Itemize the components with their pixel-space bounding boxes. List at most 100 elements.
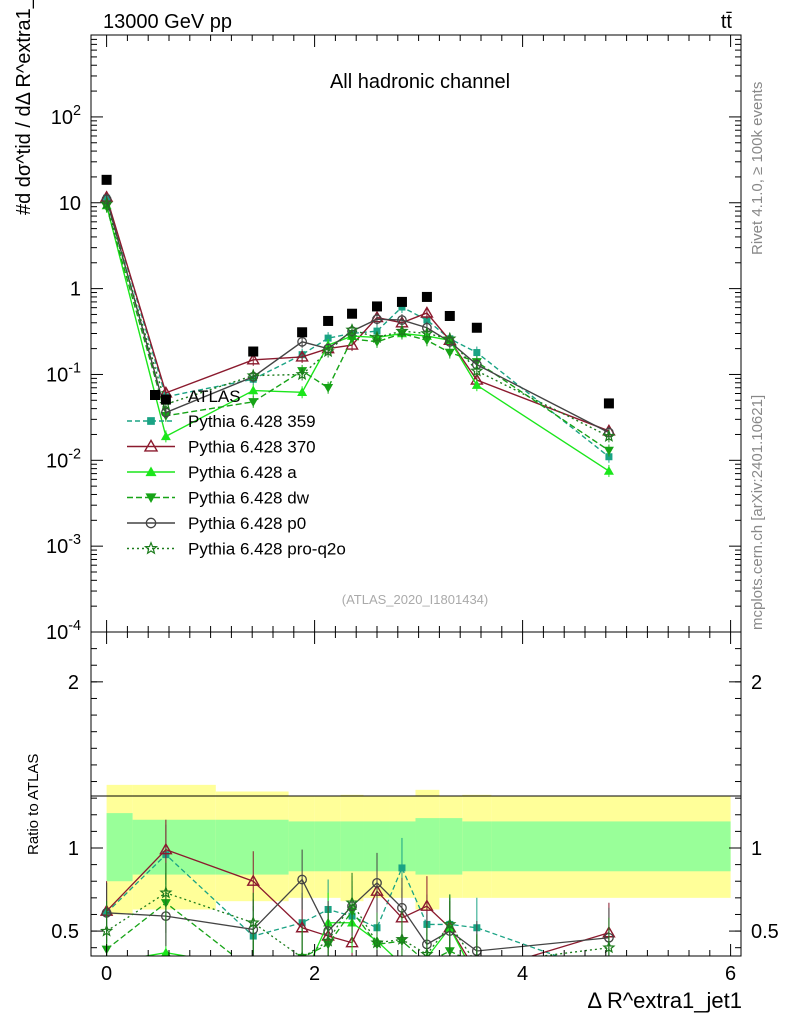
series-point [398, 303, 406, 311]
ratio-point [472, 959, 482, 969]
y-tick-label: 1 [70, 279, 81, 301]
series-line [105, 199, 610, 434]
chart-title: All hadronic channel [330, 71, 510, 93]
y-tick-label: 10-2 [46, 446, 81, 472]
series-line [105, 198, 610, 458]
series-point [470, 364, 484, 377]
series-point [423, 316, 431, 324]
ratio-y-axis-label: Ratio to ATLAS [25, 754, 42, 855]
ratio-y-ticks: 0.5 0.5 1 1 2 2 [51, 648, 779, 949]
series-point [372, 314, 382, 325]
ratio-line [106, 902, 462, 956]
data-point [323, 315, 334, 326]
data-point [160, 394, 171, 405]
legend: ATLAS Pythia 6.428 359 Pythia 6.428 370 Pyt… [127, 387, 346, 559]
series-point [395, 324, 409, 337]
data-point [471, 322, 482, 333]
series-point [295, 350, 309, 362]
ratio-point [297, 976, 307, 985]
inner-band-segment [340, 821, 364, 872]
main-y-axis-label: #d dσ^tid / dΔ R^extra1_jet1 [pb] [13, 0, 35, 215]
data-point [101, 174, 112, 185]
series-line [105, 205, 610, 472]
analysis-id: (ATLAS_2020_I1801434) [342, 592, 488, 607]
series-ratio-5 [99, 862, 616, 969]
main-clip-group [99, 174, 616, 478]
ratio-point [248, 967, 258, 976]
ratio-point [345, 895, 359, 909]
main-y-ticks: 10-4 10-3 10-2 10-1 1 10 102 [46, 34, 741, 644]
main-panel: 10-4 10-3 10-2 10-1 1 10 102 All hadronic chan… [13, 0, 742, 644]
y-tick-label: 102 [51, 103, 81, 129]
series-line [105, 203, 610, 438]
ratio-point [395, 932, 409, 945]
x-axis-label: Δ R^extra1_jet1 [587, 988, 742, 1013]
series-point [605, 453, 613, 461]
series-point [603, 466, 614, 475]
series-point [323, 384, 334, 393]
legend-label: Pythia 6.428 dw [188, 489, 310, 508]
ratio-point [372, 877, 382, 888]
legend-data-label: ATLAS [188, 387, 241, 406]
series-point [248, 385, 259, 395]
main-series-group [99, 174, 616, 478]
inner-band-segment [389, 821, 416, 872]
main-y-axis-title: #d dσ^tid / dΔ R^extra1_jet1 [pb] [13, 0, 35, 215]
inner-band-segment [132, 819, 216, 875]
x-tick-label: 6 [725, 963, 736, 985]
series-point [321, 344, 335, 358]
ratio-point [321, 934, 335, 947]
series-point [248, 398, 259, 407]
ratio-point [161, 947, 171, 956]
ratio-y-tick-label-right: 1 [751, 838, 762, 860]
series-point [246, 368, 260, 382]
data-point [396, 296, 407, 307]
inner-band-segment [314, 821, 341, 872]
ratio-point [420, 947, 434, 956]
series-point [471, 380, 482, 389]
data-point [444, 310, 455, 321]
series-point [420, 326, 434, 340]
y-tick-label: 10 [59, 193, 81, 215]
ratio-point [397, 959, 407, 968]
ratio-point [246, 915, 260, 929]
ratio-point [604, 964, 614, 973]
data-point [603, 398, 614, 409]
series-line [105, 197, 610, 432]
ratio-point [370, 935, 384, 949]
x-tick-label: 0 [101, 963, 112, 985]
inner-band-segment [415, 818, 440, 875]
ratio-point [420, 899, 434, 911]
ratio-point [159, 885, 173, 899]
legend-marker [143, 439, 159, 452]
series-main-0 [103, 192, 613, 463]
ratio-point [398, 864, 406, 872]
series-ratio-2 [106, 892, 482, 985]
ratio-point [605, 971, 612, 978]
series-point [421, 336, 432, 346]
series-point [603, 446, 614, 456]
series-point [420, 306, 434, 318]
legend-marker [145, 517, 157, 529]
ratio-point [472, 961, 482, 970]
inner-band-segment [363, 821, 390, 872]
ratio-point [297, 874, 308, 885]
ratio-bands [106, 784, 731, 915]
ratio-clip-group [99, 819, 616, 985]
inner-band-segment [288, 821, 315, 872]
ratio-y-tick-label: 2 [68, 672, 79, 694]
ratio-point [472, 974, 482, 983]
ratio-line [106, 892, 610, 956]
legend-label: Pythia 6.428 p0 [188, 514, 306, 533]
x-tick-label: 2 [309, 963, 320, 985]
y-tick-label: 10-4 [46, 618, 81, 644]
ratio-point [422, 959, 432, 968]
inner-band-segment [106, 813, 133, 882]
legend-marker [147, 417, 155, 425]
process-label: tt̄ [721, 11, 733, 33]
data-point [248, 346, 259, 357]
legend-label: Pythia 6.428 370 [188, 438, 316, 457]
series-point [246, 352, 260, 365]
series-point [345, 323, 359, 336]
data-point [372, 301, 382, 312]
